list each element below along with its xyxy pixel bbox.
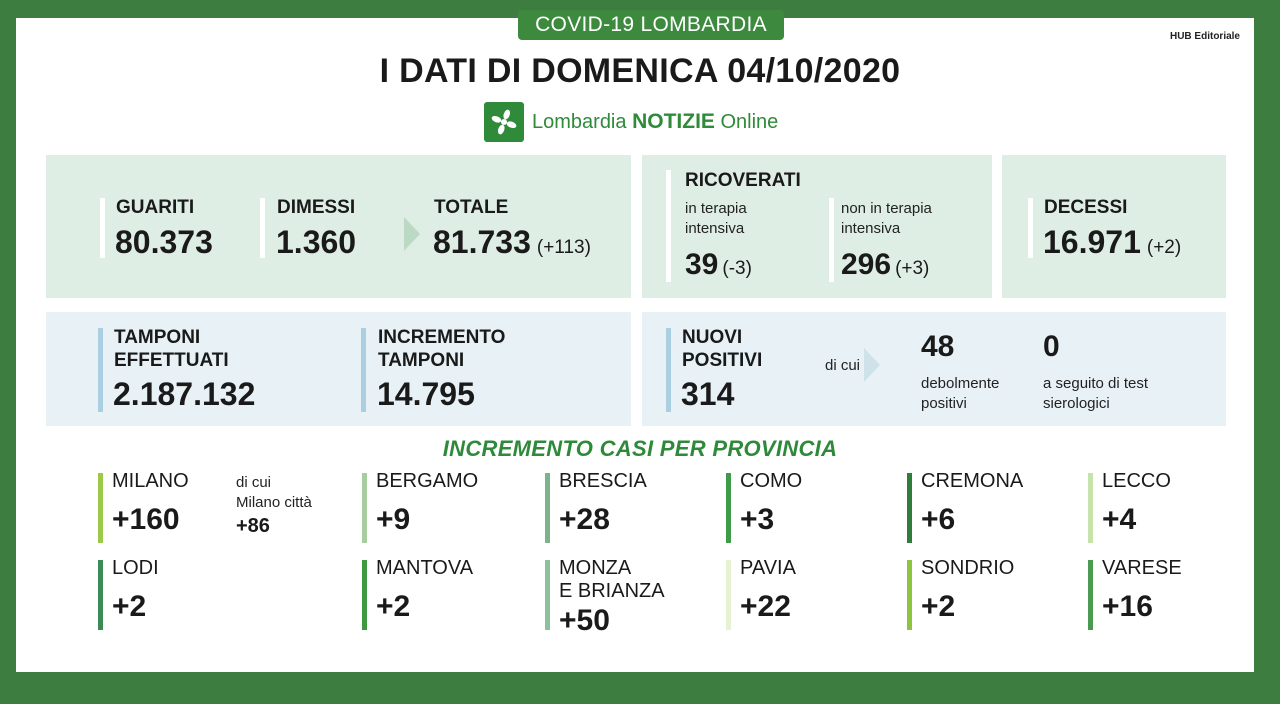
province-marker — [1088, 560, 1093, 630]
province-value: +50 — [559, 604, 610, 637]
publisher-label: HUB Editoriale — [1169, 31, 1240, 42]
province-value: +28 — [559, 503, 610, 536]
nti-value: 296 (+3) — [841, 248, 930, 281]
province-name: CREMONA — [921, 470, 1024, 492]
debolmente-value: 48 — [921, 330, 955, 363]
sierologici-label: a seguito di test sierologici — [1043, 375, 1149, 412]
nti-label: non in terapia intensiva — [841, 200, 932, 237]
sierologici-value: 0 — [1043, 330, 1060, 363]
province-lodi: LODI +2 — [98, 557, 268, 630]
province-sondrio: SONDRIO +2 — [907, 557, 1077, 630]
province-marker — [1088, 473, 1093, 543]
tamponi-marker — [98, 328, 103, 412]
incremento-marker — [361, 328, 366, 412]
province-name: BRESCIA — [559, 470, 647, 492]
decessi-marker — [1028, 198, 1033, 258]
incremento-label: INCREMENTO TAMPONI — [378, 327, 506, 371]
province-marker — [98, 560, 103, 630]
province-value: +9 — [376, 503, 411, 536]
dimessi-value: 1.360 — [276, 224, 357, 260]
arrow-right-icon — [404, 217, 420, 251]
province-milano: MILANO +160 — [98, 470, 268, 543]
totale-label: TOTALE — [434, 197, 509, 218]
tamponi-value: 2.187.132 — [113, 376, 256, 412]
ti-label: in terapia intensiva — [685, 200, 747, 237]
milano-city-value: +86 — [236, 515, 270, 537]
di-cui-label: di cui — [825, 357, 861, 374]
province-value: +6 — [921, 503, 956, 536]
ricoverati-label: RICOVERATI — [685, 170, 801, 191]
deaths-panel — [1002, 155, 1226, 298]
province-como: COMO +3 — [726, 470, 896, 543]
tamponi-label: TAMPONI EFFETTUATI — [114, 327, 229, 371]
ti-value: 39 (-3) — [685, 248, 752, 281]
lombardia-rose-icon — [484, 102, 524, 142]
province-value: +16 — [1102, 590, 1153, 623]
tests-panel — [46, 312, 631, 426]
province-varese: VARESE +16 — [1088, 557, 1258, 630]
province-name: SONDRIO — [921, 557, 1015, 579]
province-value: +4 — [1102, 503, 1137, 536]
incremento-value: 14.795 — [377, 376, 475, 412]
province-name: LODI — [112, 557, 159, 579]
province-name: PAVIA — [740, 557, 796, 579]
province-marker — [907, 560, 912, 630]
nti-marker — [829, 198, 834, 282]
province-marker — [362, 560, 367, 630]
section-title: INCREMENTO CASI PER PROVINCIA — [442, 436, 838, 461]
province-marker — [726, 560, 731, 630]
province-marker — [545, 560, 550, 630]
province-brescia: BRESCIA +28 — [545, 470, 715, 543]
province-marker — [726, 473, 731, 543]
page-title: I DATI DI DOMENICA 04/10/2020 — [379, 52, 901, 90]
province-value: +2 — [376, 590, 411, 623]
nuovi-label: NUOVI POSITIVI — [682, 327, 763, 371]
milano-city-label: di cui Milano città — [236, 474, 312, 511]
province-value: +3 — [740, 503, 775, 536]
province-pavia: PAVIA +22 — [726, 557, 896, 630]
logo-text: Lombardia NOTIZIE Online — [532, 110, 779, 133]
province-name: LECCO — [1102, 470, 1171, 492]
province-name: MONZA E BRIANZA — [559, 557, 665, 602]
region-tag: COVID-19 LOMBARDIA — [518, 10, 784, 40]
province-monza: MONZA E BRIANZA +50 — [545, 557, 715, 637]
province-value: +22 — [740, 590, 791, 623]
province-marker — [907, 473, 912, 543]
province-name: COMO — [740, 470, 803, 492]
logo: Lombardia NOTIZIE Online — [484, 102, 778, 142]
guariti-marker — [100, 198, 105, 258]
guariti-value: 80.373 — [115, 224, 213, 260]
province-value: +160 — [112, 503, 180, 536]
province-bergamo: BERGAMO +9 — [362, 470, 532, 543]
province-cremona: CREMONA +6 — [907, 470, 1077, 543]
totale-value: 81.733 (+113) — [433, 224, 591, 260]
province-name: MANTOVA — [376, 557, 474, 579]
province-mantova: MANTOVA +2 — [362, 557, 532, 630]
decessi-value: 16.971 (+2) — [1043, 224, 1182, 260]
province-value: +2 — [921, 590, 956, 623]
province-value: +2 — [112, 590, 147, 623]
ricoverati-marker — [666, 170, 671, 282]
hospitalized-panel — [642, 155, 992, 298]
province-name: VARESE — [1102, 557, 1182, 579]
province-name: MILANO — [112, 470, 189, 492]
nuovi-marker — [666, 328, 671, 412]
debolmente-label: debolmente positivi — [921, 375, 1000, 412]
province-marker — [362, 473, 367, 543]
decessi-label: DECESSI — [1044, 197, 1128, 218]
province-lecco: LECCO +4 — [1088, 470, 1258, 543]
province-marker — [98, 473, 103, 543]
arrow-right-icon — [864, 348, 880, 382]
new-positives-panel — [642, 312, 1226, 426]
province-marker — [545, 473, 550, 543]
guariti-label: GUARITI — [116, 197, 195, 218]
nuovi-value: 314 — [681, 376, 735, 412]
recovered-panel — [46, 155, 631, 298]
dimessi-marker — [260, 198, 265, 258]
dimessi-label: DIMESSI — [277, 197, 356, 218]
province-name: BERGAMO — [376, 470, 479, 492]
